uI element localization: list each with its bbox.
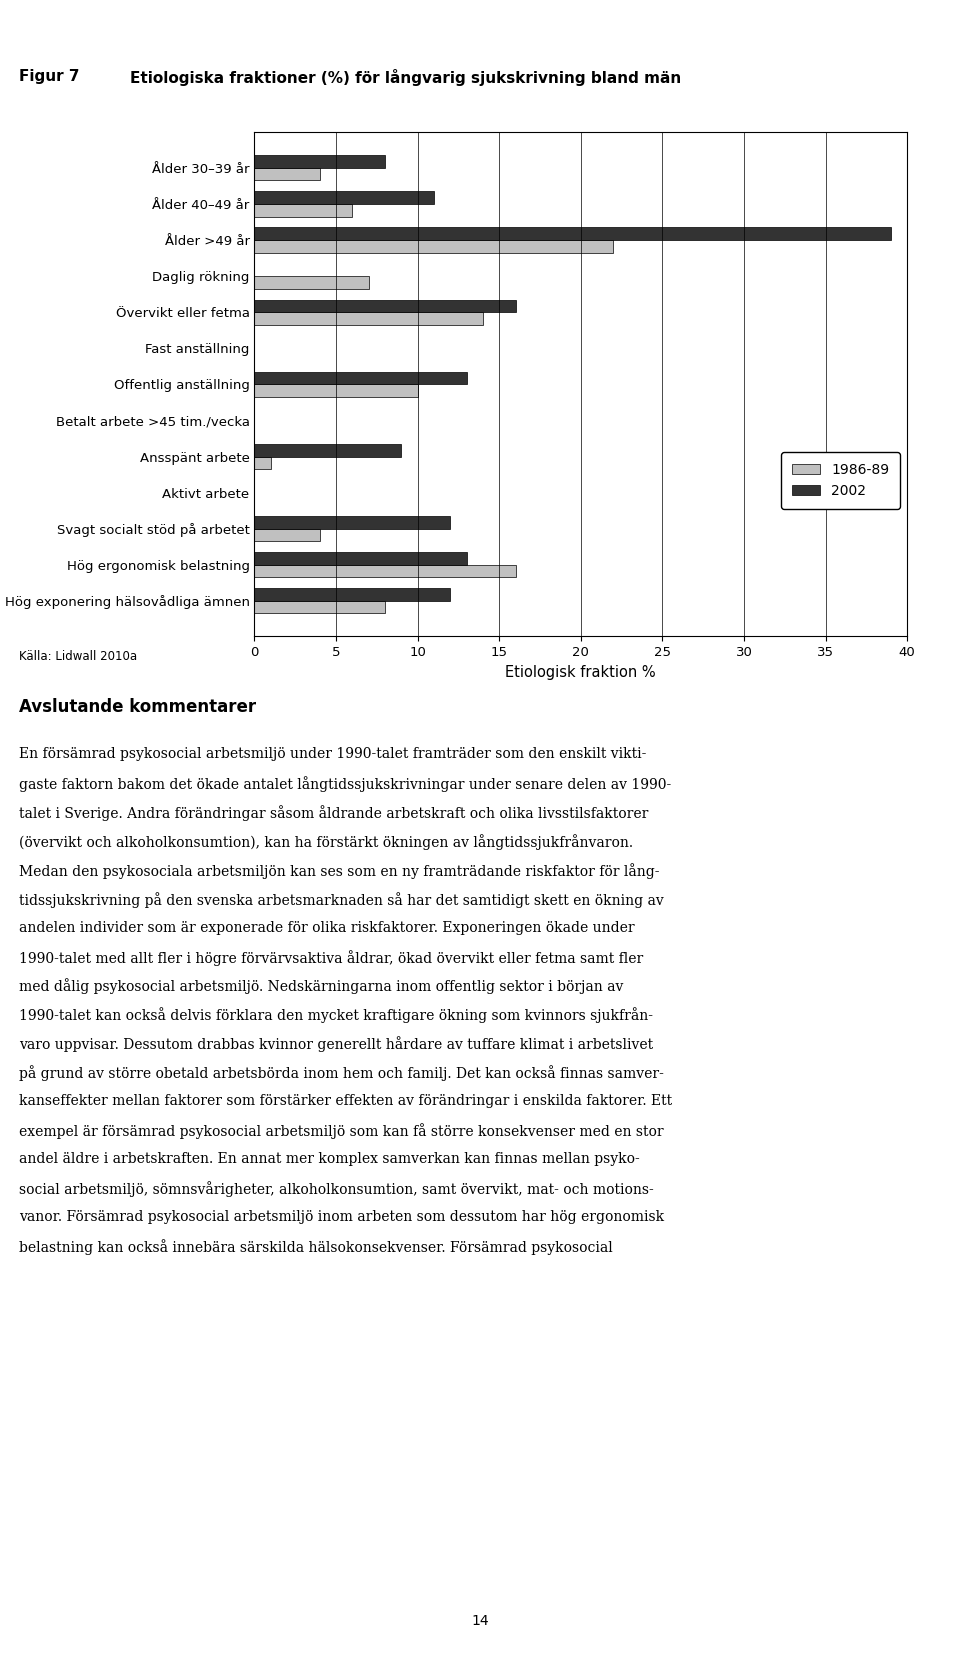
- Text: tidssjukskrivning på den svenska arbetsmarknaden så har det samtidigt skett en ö: tidssjukskrivning på den svenska arbetsm…: [19, 893, 664, 907]
- Bar: [254, 228, 891, 240]
- Text: (övervikt och alkoholkonsumtion), kan ha förstärkt ökningen av långtidssjukfrånv: (övervikt och alkoholkonsumtion), kan ha…: [19, 833, 634, 850]
- Text: Medan den psykosociala arbetsmiljön kan ses som en ny framträdande riskfaktor fö: Medan den psykosociala arbetsmiljön kan …: [19, 863, 660, 879]
- Text: vanor. Försämrad psykosocial arbetsmiljö inom arbeten som dessutom har hög ergon: vanor. Försämrad psykosocial arbetsmiljö…: [19, 1210, 664, 1223]
- Bar: [254, 383, 418, 397]
- Bar: [254, 565, 516, 577]
- Text: varo uppvisar. Dessutom drabbas kvinnor generellt hårdare av tuffare klimat i ar: varo uppvisar. Dessutom drabbas kvinnor …: [19, 1036, 654, 1053]
- Legend: 1986-89, 2002: 1986-89, 2002: [781, 451, 900, 509]
- Text: social arbetsmiljö, sömnsvårigheter, alkoholkonsumtion, samt övervikt, mat- och : social arbetsmiljö, sömnsvårigheter, alk…: [19, 1180, 654, 1197]
- Bar: [254, 529, 320, 541]
- Bar: [254, 155, 385, 169]
- Text: gaste faktorn bakom det ökade antalet långtidssjukskrivningar under senare delen: gaste faktorn bakom det ökade antalet lå…: [19, 775, 671, 792]
- Bar: [254, 192, 434, 203]
- Text: talet i Sverige. Andra förändringar såsom åldrande arbetskraft och olika livssti: talet i Sverige. Andra förändringar såso…: [19, 805, 649, 822]
- Text: andel äldre i arbetskraften. En annat mer komplex samverkan kan finnas mellan ps: andel äldre i arbetskraften. En annat me…: [19, 1152, 640, 1165]
- X-axis label: Etiologisk fraktion %: Etiologisk fraktion %: [506, 665, 656, 679]
- Text: belastning kan också innebära särskilda hälsokonsekvenser. Försämrad psykosocial: belastning kan också innebära särskilda …: [19, 1240, 612, 1255]
- Bar: [254, 372, 467, 383]
- Bar: [254, 516, 450, 529]
- Text: Källa: Lidwall 2010a: Källa: Lidwall 2010a: [19, 650, 137, 663]
- Text: på grund av större obetald arbetsbörda inom hem och familj. Det kan också finnas: på grund av större obetald arbetsbörda i…: [19, 1065, 664, 1081]
- Text: 14: 14: [471, 1615, 489, 1628]
- Text: Etiologiska fraktioner (%) för långvarig sjukskrivning bland män: Etiologiska fraktioner (%) för långvarig…: [130, 69, 681, 86]
- Bar: [254, 240, 613, 253]
- Bar: [254, 276, 369, 289]
- Text: exempel är försämrad psykosocial arbetsmiljö som kan få större konsekvenser med : exempel är försämrad psykosocial arbetsm…: [19, 1124, 663, 1139]
- Text: 1990-talet med allt fler i högre förvärvsaktiva åldrar, ökad övervikt eller fetm: 1990-talet med allt fler i högre förvärv…: [19, 949, 643, 965]
- Text: andelen individer som är exponerade för olika riskfaktorer. Exponeringen ökade u: andelen individer som är exponerade för …: [19, 921, 635, 934]
- Bar: [254, 600, 385, 613]
- Text: En försämrad psykosocial arbetsmiljö under 1990-talet framträder som den enskilt: En försämrad psykosocial arbetsmiljö und…: [19, 747, 647, 760]
- Bar: [254, 445, 401, 456]
- Text: 1990-talet kan också delvis förklara den mycket kraftigare ökning som kvinnors s: 1990-talet kan också delvis förklara den…: [19, 1007, 653, 1023]
- Bar: [254, 169, 320, 180]
- Text: med dålig psykosocial arbetsmiljö. Nedskärningarna inom offentlig sektor i börja: med dålig psykosocial arbetsmiljö. Nedsk…: [19, 979, 624, 995]
- Bar: [254, 299, 516, 312]
- Bar: [254, 203, 352, 217]
- Text: Avslutande kommentarer: Avslutande kommentarer: [19, 698, 256, 716]
- Text: Figur 7: Figur 7: [19, 69, 80, 84]
- Bar: [254, 456, 271, 469]
- Bar: [254, 588, 450, 600]
- Text: kanseffekter mellan faktorer som förstärker effekten av förändringar i enskilda : kanseffekter mellan faktorer som förstär…: [19, 1094, 672, 1108]
- Bar: [254, 312, 483, 324]
- Bar: [254, 552, 467, 565]
